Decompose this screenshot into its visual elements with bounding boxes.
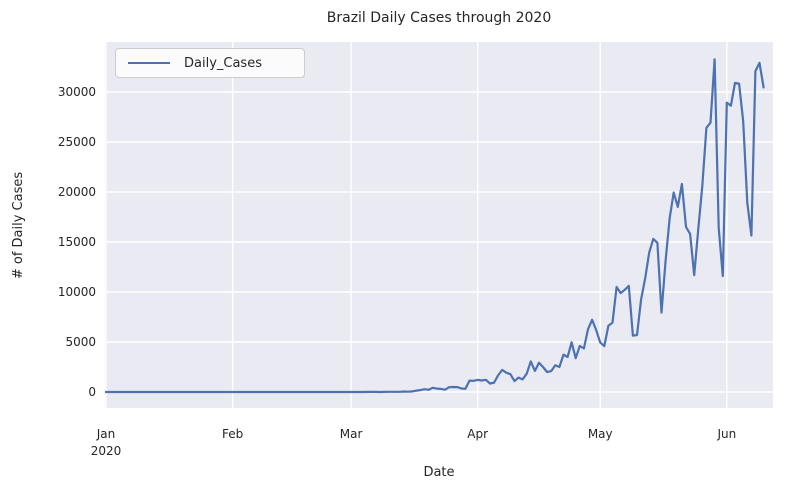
y-tick-label: 15000 — [57, 235, 96, 249]
x-tick-label: Jan 2020 — [64, 426, 148, 460]
legend-line-sample — [128, 62, 170, 64]
line-chart-canvas — [105, 42, 773, 408]
plot-area: Daily_Cases — [105, 42, 773, 408]
x-tick-label: Feb — [222, 427, 244, 441]
y-tick-label: 5000 — [65, 335, 96, 349]
y-tick-label: 30000 — [57, 85, 96, 99]
x-tick-label: Jun — [717, 427, 737, 441]
y-tick-label: 10000 — [57, 285, 96, 299]
x-tick-label: Apr — [467, 427, 489, 441]
y-tick-label: 0 — [88, 385, 96, 399]
data-line-daily-cases — [105, 58, 765, 394]
legend-label: Daily_Cases — [184, 55, 262, 71]
x-tick-label: Mar — [339, 427, 363, 441]
x-tick-label: May — [587, 427, 613, 441]
legend: Daily_Cases — [115, 48, 305, 78]
x-tick-year-label: 2020 — [90, 444, 122, 458]
chart-title: Brazil Daily Cases through 2020 — [326, 10, 552, 26]
y-tick-label: 25000 — [57, 135, 96, 149]
x-axis-label: Date — [423, 465, 455, 480]
y-tick-label: 20000 — [57, 185, 96, 199]
